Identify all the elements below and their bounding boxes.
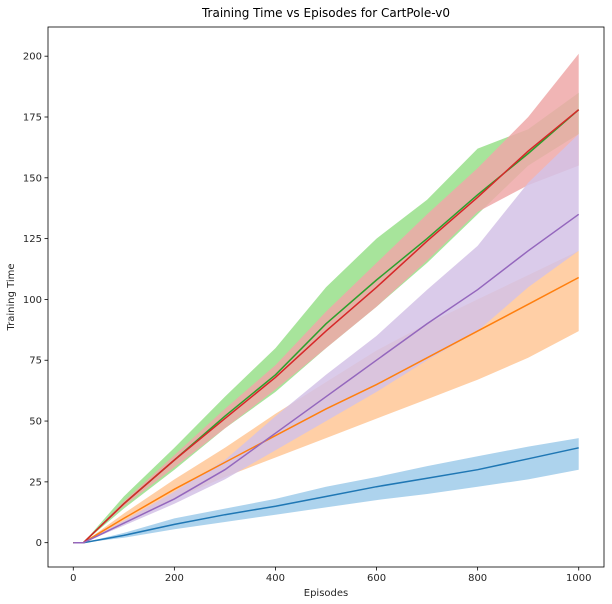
x-axis-title: Episodes [304,588,348,599]
y-tick-label: 0 [36,538,42,549]
chart-title: Training Time vs Episodes for CartPole-v… [201,6,450,20]
x-tick-label: 400 [266,573,285,584]
series-1-line [73,447,579,544]
y-tick-label: 200 [23,52,42,63]
x-tick-label: 1000 [566,573,591,584]
series-5-line [73,213,580,544]
y-axis-ticks: 0 25 50 75 100 125 150 175 200 [23,52,48,549]
y-tick-label: 125 [23,234,42,245]
plot-area-frame [47,26,605,568]
y-tick-label: 50 [29,417,42,428]
y-tick-label: 175 [23,113,42,124]
x-tick-label: 600 [367,573,386,584]
y-axis-title: Training Time [6,263,17,331]
series-2-line [73,276,580,544]
series-4-line [73,109,580,544]
x-tick-label: 800 [468,573,487,584]
x-axis-ticks: 0 200 400 600 800 1000 [70,567,591,584]
series-1-band [73,438,579,543]
y-tick-label: 75 [29,356,42,367]
y-tick-label: 25 [29,477,42,488]
y-tick-label: 150 [23,173,42,184]
series-lines [73,109,580,544]
x-tick-label: 200 [165,573,184,584]
y-tick-label: 100 [23,295,42,306]
x-tick-label: 0 [70,573,76,584]
